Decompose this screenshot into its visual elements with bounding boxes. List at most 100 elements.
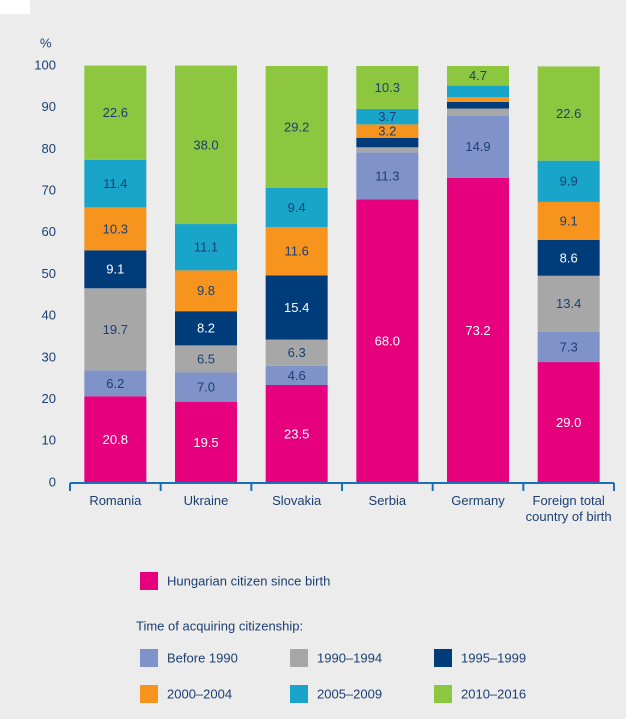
bar-segment (356, 147, 419, 153)
bar-segment (175, 345, 237, 373)
legend-label: 2000–2004 (167, 686, 232, 701)
bar-segment (537, 201, 600, 240)
data-label: 3.2 (378, 123, 396, 138)
y-tick-label: 60 (42, 224, 56, 239)
data-label: 13.4 (556, 296, 581, 311)
x-tick-label: Foreign total country of birth (525, 493, 612, 524)
bar-segment (537, 331, 600, 363)
bar-segment (447, 97, 509, 102)
data-label: 11.4 (103, 176, 127, 191)
bar-segment (356, 137, 419, 148)
corner (0, 0, 30, 14)
data-label: 9.9 (560, 174, 578, 189)
x-tick-label: Germany (451, 493, 505, 508)
data-label: 9.8 (197, 283, 215, 298)
data-label: 7.0 (197, 380, 215, 395)
legend-swatch (434, 649, 452, 667)
legend-swatch (434, 685, 452, 703)
data-label: 11.6 (284, 244, 308, 259)
x-tick-label: Serbia (368, 493, 407, 508)
bar-segment (447, 177, 509, 484)
y-tick-label: 50 (42, 266, 56, 281)
legend-label: 2005–2009 (317, 686, 382, 701)
bar-segment (84, 207, 147, 251)
bar-segment (447, 101, 509, 109)
y-tick-label: 40 (42, 308, 56, 323)
bar-segment (84, 250, 147, 289)
data-label: 6.3 (288, 345, 306, 360)
data-label: 4.6 (288, 368, 306, 383)
bar-segment (537, 239, 600, 276)
bar-segment (175, 372, 237, 402)
data-label: 9.1 (106, 262, 124, 277)
data-label: 6.2 (106, 376, 124, 391)
data-label: 15.4 (284, 300, 309, 315)
legend-swatch (140, 572, 158, 590)
y-tick-label: 90 (42, 99, 56, 114)
legend-label: Before 1990 (167, 650, 238, 665)
bar-segment (356, 152, 419, 200)
bar-segment (265, 339, 328, 366)
bar-segment (537, 275, 600, 332)
data-label: 8.6 (560, 250, 578, 265)
data-label: 38.0 (193, 137, 218, 152)
bar-segment (175, 65, 237, 225)
bar-segment (175, 270, 237, 312)
data-label: 3.7 (378, 109, 396, 124)
legend-label: 1990–1994 (317, 650, 382, 665)
bar-segment (356, 108, 419, 125)
bar-segment (537, 160, 600, 202)
data-label: 29.2 (284, 119, 309, 134)
data-label: 9.4 (288, 200, 306, 215)
data-label: 7.3 (560, 339, 578, 354)
y-tick-label: 100 (34, 57, 56, 72)
data-label: 22.6 (556, 106, 581, 121)
y-tick-label: 80 (42, 141, 56, 156)
data-label: 8.2 (197, 321, 215, 336)
x-tick-label: Ukraine (183, 493, 229, 508)
legend-label: Hungarian citizen since birth (167, 573, 330, 588)
bar-segment (537, 66, 600, 161)
bar-segment (84, 396, 147, 483)
bar-segment (447, 115, 509, 178)
data-label: 10.3 (103, 221, 128, 236)
bar-segment (175, 311, 237, 346)
y-tick-label: 10 (42, 433, 56, 448)
bar-segment (356, 66, 419, 109)
legend-label: 2010–2016 (461, 686, 526, 701)
bar-segment (537, 362, 600, 483)
data-label: 14.9 (465, 139, 490, 154)
y-tick-label: 30 (42, 349, 56, 364)
legend-swatch (290, 649, 308, 667)
bar-segment (265, 187, 328, 227)
bar-segment (84, 65, 147, 160)
bar-segment (265, 365, 328, 386)
data-label: 19.7 (103, 322, 128, 337)
legend-swatch (290, 685, 308, 703)
bar-segment (356, 199, 419, 483)
x-tick-label: Romania (89, 493, 142, 508)
bar-segment (447, 66, 509, 86)
bar-segment (175, 401, 237, 483)
x-tick-label: Slovakia (272, 493, 322, 508)
bar-segment (265, 66, 328, 188)
bar-segment (356, 124, 419, 138)
data-label: 11.1 (194, 240, 218, 255)
bar-segment (175, 224, 237, 271)
data-label: 29.0 (556, 415, 581, 430)
bar-segment (447, 85, 509, 98)
data-label: 23.5 (284, 426, 309, 441)
y-axis-label: % (40, 35, 52, 50)
data-label: 11.3 (375, 168, 399, 183)
legend-swatch (140, 685, 158, 703)
data-label: 9.1 (560, 213, 578, 228)
bar-segment (84, 159, 147, 208)
y-tick-label: 0 (49, 474, 56, 489)
y-tick-label: 70 (42, 183, 56, 198)
y-tick-label: 20 (42, 391, 56, 406)
data-label: 10.3 (375, 80, 400, 95)
data-label: 6.5 (197, 351, 215, 366)
data-label: 20.8 (103, 432, 128, 447)
